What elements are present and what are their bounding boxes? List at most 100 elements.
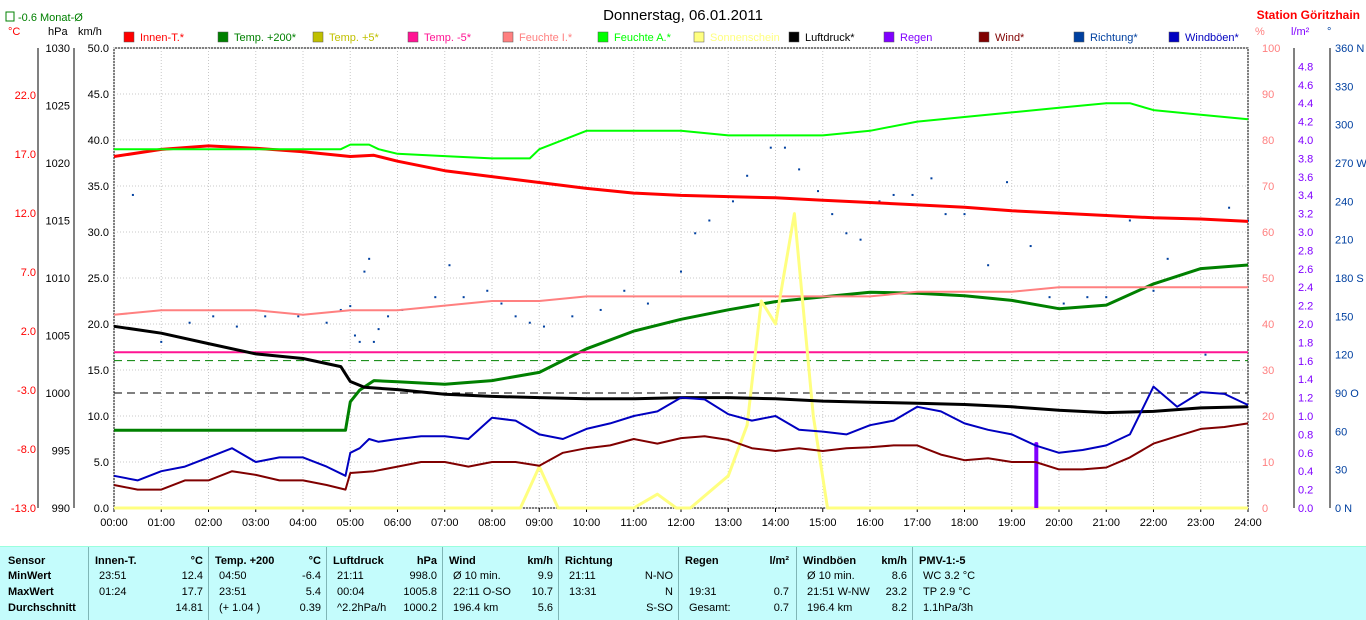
stats-cell-value: 23.2 [885,586,907,598]
legend-entry: Richtung* [1090,32,1138,44]
stats-cell-value: 998.0 [409,570,437,582]
legend-swatch [123,31,135,43]
x-tick-label: 14:00 [762,517,790,529]
legend-entry: Sonnenschein [710,32,780,44]
stats-cell-label: 19:31 [689,586,717,598]
hpa-tick-label: 1030 [46,43,70,55]
x-tick-label: 11:00 [620,517,647,529]
x-tick-label: 01:00 [147,517,175,529]
direction-point [1062,302,1065,305]
direction-point [358,340,361,343]
stats-column-unit: hPa [416,555,437,567]
stats-column-title: Regen [685,555,719,567]
month-avg-icon [5,11,15,22]
stats-column-2: Luftdruck hPa 21:11 998.0 00:04 1005.8 ^2.2hPa… [326,547,443,620]
direction-point [694,232,697,235]
rain-tick-label: 2.4 [1298,282,1313,294]
direction-point [1152,289,1155,292]
legend-swatch [217,31,229,43]
hpa-tick-label: 1000 [46,388,70,400]
direction-point [731,200,734,203]
stats-sensor-column: Sensor MinWert MaxWert Durchschnitt [0,547,88,620]
x-tick-label: 02:00 [195,517,223,529]
percent-tick-label: 100 [1262,43,1280,55]
x-tick-label: 23:00 [1187,517,1215,529]
rain-tick-label: 3.0 [1298,227,1313,239]
direction-tick-label: 30 [1335,465,1347,477]
stats-cell-value: 17.7 [181,586,203,598]
x-tick-label: 06:00 [384,517,412,529]
direction-point [1048,296,1051,299]
temp_c-tick-label: 2.0 [21,326,36,338]
rain-tick-label: 0.4 [1298,466,1313,478]
direction-point [368,257,371,260]
rain-tick-label: 2.8 [1298,245,1313,257]
kmh-tick-label: 50.0 [88,43,109,55]
stats-cell-label: Ø 10 min. [453,570,501,582]
direction-tick-label: 90 O [1335,388,1359,400]
direction-tick-label: 300 [1335,120,1353,132]
direction-tick-label: 360 N [1335,43,1364,55]
legend-entry: Luftdruck* [805,32,855,44]
direction-point [746,174,749,177]
legend-swatch [788,31,800,43]
stats-cell-value: 14.81 [175,602,203,614]
legend-swatch [883,31,895,43]
stats-cell-value: 1005.8 [403,586,437,598]
direction-point [783,146,786,149]
stats-cell-value: 0.7 [773,586,789,598]
direction-point [349,305,352,308]
hpa-tick-label: 1020 [46,158,70,170]
stats-cell-value: 0.39 [299,602,321,614]
stats-cell-label: WC 3.2 °C [923,570,976,582]
legend-entry: Temp. +5* [329,32,380,44]
direction-tick-label: 240 [1335,196,1353,208]
direction-point [769,146,772,149]
stats-cell-label: 13:31 [569,586,597,598]
stats-cell-label: 22:11 O-SO [453,586,511,598]
stats-column-1: Temp. +200 °C 04:50 -6.4 23:51 5.4 (+ 1.04 ) 0.… [208,547,327,620]
x-tick-label: 15:00 [809,517,837,529]
direction-tick-label: 210 [1335,235,1353,247]
rain-tick-label: 1.4 [1298,374,1313,386]
unit-degree: ° [1327,26,1331,38]
direction-point [646,302,649,305]
x-tick-label: 13:00 [714,517,742,529]
percent-tick-label: 70 [1262,181,1274,193]
temp_c-tick-label: -3.0 [17,385,36,397]
direction-point [1006,181,1009,184]
direction-point [434,296,437,299]
direction-point [1204,353,1207,356]
stats-cell-label: 23:51 [219,586,247,598]
kmh-tick-label: 15.0 [88,365,109,377]
direction-point [542,325,545,328]
rain-tick-label: 0.2 [1298,485,1313,497]
x-tick-label: 24:00 [1234,517,1262,529]
stats-cell-label: 04:50 [219,570,247,582]
temp_c-tick-label: 7.0 [21,267,36,279]
x-tick-label: 00:00 [100,517,128,529]
stats-column-title: Windböen [803,555,857,567]
sensor-header: Sensor [8,555,46,567]
legend-entry: Regen [900,32,932,44]
legend-entry: Innen-T.* [140,32,185,44]
x-tick-label: 09:00 [525,517,553,529]
x-tick-label: 19:00 [998,517,1026,529]
rain-tick-label: 1.8 [1298,337,1313,349]
direction-point [571,315,574,318]
direction-point [448,264,451,267]
direction-point [160,340,163,343]
direction-point [188,321,191,324]
direction-point [1128,219,1131,222]
max-label: MaxWert [8,586,54,598]
unit-rain: l/m² [1291,26,1310,38]
stats-cell-label: 23:51 [99,570,127,582]
direction-point [387,315,390,318]
min-label: MinWert [8,570,52,582]
kmh-tick-label: 0.0 [94,503,109,515]
legend-entry: Wind* [995,32,1025,44]
stats-cell-value: 10.7 [531,586,553,598]
direction-point [859,238,862,241]
kmh-tick-label: 25.0 [88,273,109,285]
x-tick-label: 07:00 [431,517,459,529]
